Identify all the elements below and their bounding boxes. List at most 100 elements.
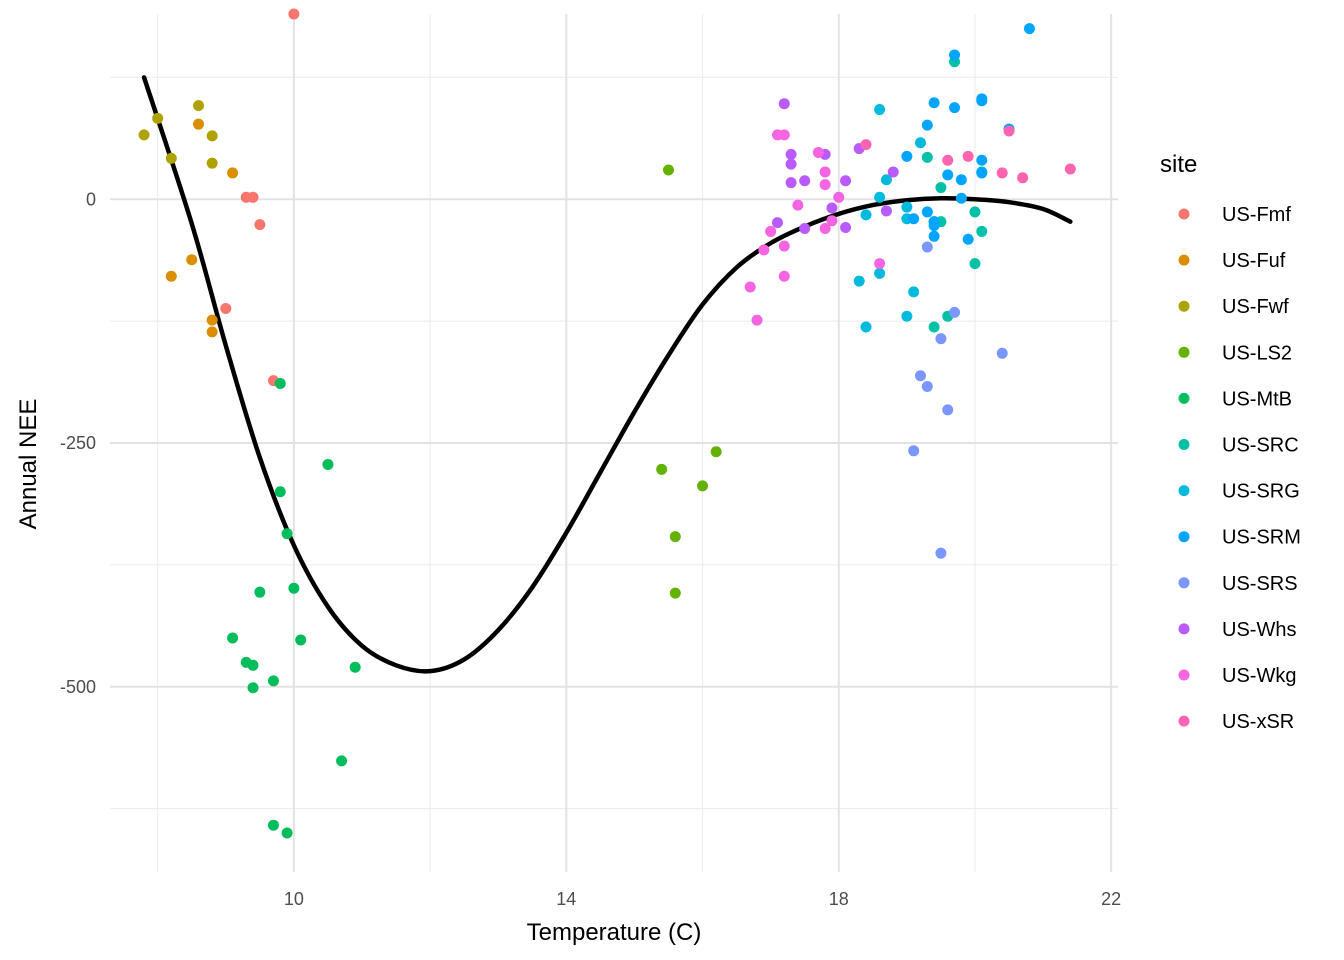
data-point	[874, 104, 886, 116]
data-point	[949, 49, 961, 61]
data-point	[247, 659, 259, 671]
data-point	[220, 302, 232, 314]
data-point	[908, 286, 920, 298]
data-point	[880, 174, 892, 186]
x-tick-label: 10	[284, 889, 304, 909]
data-point	[267, 675, 279, 687]
legend-key	[1178, 392, 1190, 404]
legend-label: US-Fuf	[1222, 250, 1286, 272]
data-point	[955, 192, 967, 204]
data-point	[874, 258, 886, 270]
legend-label: US-Wkg	[1222, 665, 1296, 687]
data-point	[288, 8, 300, 20]
data-point	[962, 233, 974, 245]
x-axis-title: Temperature (C)	[527, 919, 702, 946]
legend-key	[1178, 623, 1190, 635]
data-point	[949, 306, 961, 318]
data-point	[928, 321, 940, 333]
data-point	[138, 129, 150, 141]
data-point	[206, 326, 218, 338]
data-point	[656, 463, 668, 475]
data-point	[874, 191, 886, 203]
legend-label: US-xSR	[1222, 711, 1294, 733]
data-point	[1017, 172, 1029, 184]
data-point	[778, 98, 790, 110]
data-point	[962, 150, 974, 162]
data-point	[901, 150, 913, 162]
data-point	[976, 225, 988, 237]
data-point	[165, 152, 177, 164]
data-point	[969, 206, 981, 218]
data-point	[193, 100, 205, 112]
data-point	[860, 139, 872, 151]
data-point	[914, 370, 926, 382]
data-point	[247, 191, 259, 203]
legend-label: US-SRS	[1222, 573, 1298, 595]
data-point	[921, 151, 933, 163]
points-group	[138, 8, 1076, 839]
y-tick-label: 0	[86, 189, 96, 209]
data-point	[778, 129, 790, 141]
legend-key	[1178, 531, 1190, 543]
data-point	[765, 225, 777, 237]
grid	[110, 14, 1118, 872]
legend-key	[1178, 715, 1190, 727]
data-point	[942, 169, 954, 181]
data-point	[785, 148, 797, 160]
data-point	[819, 179, 831, 191]
data-point	[840, 175, 852, 187]
data-point	[349, 661, 361, 673]
data-point	[744, 281, 756, 293]
legend-label: US-SRG	[1222, 481, 1300, 503]
y-axis-title: Annual NEE	[15, 399, 42, 530]
data-point	[1023, 23, 1035, 35]
data-point	[669, 587, 681, 599]
legend: site US-Fmf US-Fuf US-Fwf US-LS2 US-MtB US-SR…	[1160, 151, 1301, 733]
data-point	[274, 378, 286, 390]
data-point	[662, 164, 674, 176]
data-point	[799, 223, 811, 234]
data-point	[976, 167, 988, 179]
data-point	[819, 166, 831, 178]
data-point	[288, 582, 300, 594]
data-point	[996, 347, 1008, 359]
data-point	[751, 314, 763, 326]
data-point	[874, 267, 886, 279]
data-point	[165, 270, 177, 282]
data-point	[935, 182, 947, 194]
legend-title: site	[1160, 151, 1197, 178]
legend-key	[1178, 300, 1190, 312]
legend-key	[1178, 669, 1190, 681]
data-point	[935, 547, 947, 559]
fit-line	[141, 75, 1073, 674]
data-point	[942, 154, 954, 166]
data-point	[921, 380, 933, 392]
data-point	[1064, 163, 1076, 175]
data-point	[267, 819, 279, 831]
data-point	[1003, 125, 1015, 137]
data-point	[860, 209, 872, 221]
data-point	[247, 682, 259, 694]
data-point	[914, 137, 926, 149]
data-point	[799, 175, 811, 187]
data-point	[227, 167, 239, 179]
data-point	[969, 258, 981, 270]
legend-key	[1178, 577, 1190, 589]
legend-key	[1178, 439, 1190, 450]
data-point	[942, 404, 954, 416]
y-tick-labels: -500 -250 0	[60, 189, 96, 697]
data-point	[206, 314, 218, 326]
legend-label: US-MtB	[1222, 388, 1292, 410]
data-point	[778, 240, 790, 252]
legend-key	[1178, 485, 1190, 497]
legend-key	[1178, 254, 1190, 266]
data-point	[322, 458, 334, 470]
data-point	[935, 333, 947, 345]
data-point	[908, 445, 920, 457]
data-point	[901, 201, 913, 213]
data-point	[778, 270, 790, 282]
data-point	[955, 174, 967, 186]
data-point	[840, 222, 852, 234]
data-point	[710, 446, 722, 458]
